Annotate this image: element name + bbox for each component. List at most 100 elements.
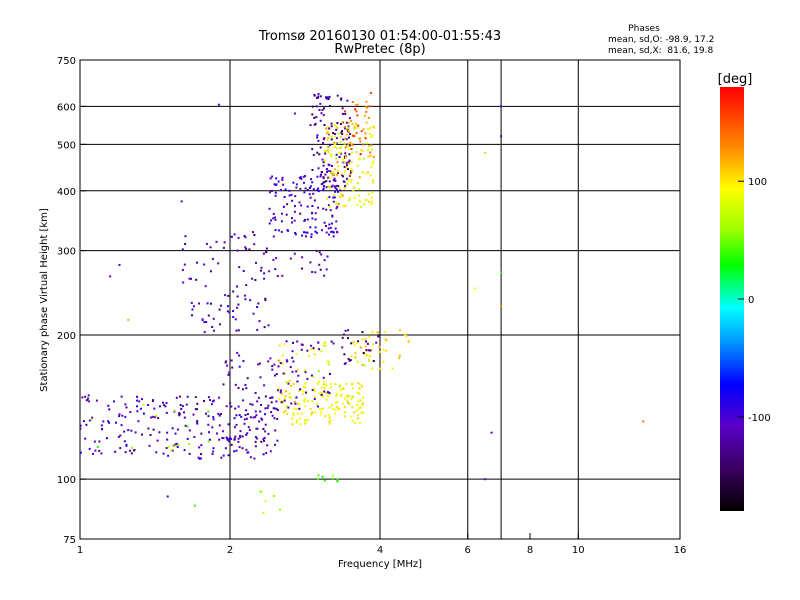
data-point xyxy=(304,218,307,221)
data-point xyxy=(234,407,237,410)
data-point xyxy=(351,395,354,398)
data-point xyxy=(237,387,240,389)
data-point xyxy=(326,197,328,200)
data-point xyxy=(331,215,334,218)
data-point xyxy=(152,428,155,431)
data-point xyxy=(330,122,333,125)
data-point xyxy=(247,451,250,454)
data-point xyxy=(328,127,331,130)
data-point xyxy=(352,341,355,344)
data-point xyxy=(271,189,273,192)
data-point xyxy=(218,308,221,311)
data-point xyxy=(318,263,321,266)
data-point xyxy=(292,412,295,415)
data-point xyxy=(310,233,313,236)
data-point xyxy=(323,345,326,347)
data-point xyxy=(329,393,332,396)
data-point xyxy=(256,328,259,331)
data-point xyxy=(248,429,251,431)
data-point xyxy=(244,384,247,386)
data-point xyxy=(292,414,295,417)
data-point xyxy=(347,125,350,128)
data-point xyxy=(332,142,335,145)
data-point xyxy=(227,454,230,457)
data-point xyxy=(319,102,322,105)
data-point xyxy=(348,403,351,406)
data-point xyxy=(300,412,303,415)
data-point xyxy=(264,423,267,426)
data-point xyxy=(344,137,347,140)
data-point xyxy=(273,363,276,366)
data-point xyxy=(359,383,361,386)
data-point xyxy=(331,184,334,187)
data-point xyxy=(299,423,302,426)
data-point xyxy=(180,407,183,410)
data-point xyxy=(274,229,277,232)
data-point xyxy=(203,399,205,402)
data-point xyxy=(313,199,316,202)
data-point xyxy=(333,123,336,126)
data-point xyxy=(349,141,352,144)
data-point xyxy=(309,124,312,127)
data-point xyxy=(280,401,283,404)
data-point xyxy=(358,176,361,179)
data-point xyxy=(327,163,330,166)
data-point xyxy=(79,451,82,454)
data-point xyxy=(336,478,339,481)
data-point xyxy=(345,146,348,148)
data-point xyxy=(332,200,335,203)
data-point xyxy=(328,422,331,425)
data-point xyxy=(338,385,341,388)
data-point xyxy=(228,311,231,314)
data-point xyxy=(291,370,294,373)
data-point xyxy=(324,173,327,176)
data-point xyxy=(354,356,357,359)
data-point xyxy=(315,116,318,119)
data-point xyxy=(291,356,294,359)
data-point xyxy=(340,172,343,175)
data-point xyxy=(355,103,358,106)
data-point xyxy=(334,168,337,171)
data-point xyxy=(332,179,335,182)
data-point xyxy=(294,402,297,405)
data-point xyxy=(320,112,323,115)
data-point xyxy=(371,162,374,165)
data-point xyxy=(376,331,379,334)
data-point xyxy=(177,444,180,446)
data-point xyxy=(267,324,270,327)
data-point xyxy=(364,199,367,201)
data-point xyxy=(356,203,359,206)
data-point xyxy=(340,98,342,101)
data-point xyxy=(193,504,196,507)
data-point xyxy=(332,342,335,345)
data-point xyxy=(301,234,303,237)
data-point xyxy=(332,132,335,135)
data-point xyxy=(242,399,245,402)
data-point xyxy=(264,500,267,503)
data-point xyxy=(147,427,150,430)
data-point xyxy=(234,435,237,438)
data-point xyxy=(334,186,337,189)
data-point xyxy=(372,343,374,346)
data-point xyxy=(351,419,354,422)
data-point xyxy=(355,132,358,135)
data-point xyxy=(287,406,290,409)
data-point xyxy=(335,137,338,140)
data-point xyxy=(361,404,364,407)
data-point xyxy=(311,169,314,171)
data-point xyxy=(292,341,294,344)
data-point xyxy=(238,414,241,417)
data-point xyxy=(341,121,344,124)
data-point xyxy=(334,190,337,193)
data-point xyxy=(349,359,352,362)
data-point xyxy=(299,212,302,215)
data-point xyxy=(314,271,317,274)
y-tick-label: 100 xyxy=(57,475,76,486)
data-point xyxy=(345,128,348,131)
data-point xyxy=(342,138,345,141)
data-point xyxy=(321,108,324,111)
data-point xyxy=(473,287,476,290)
data-point xyxy=(490,431,493,434)
data-point xyxy=(407,340,410,343)
data-point xyxy=(343,205,346,208)
